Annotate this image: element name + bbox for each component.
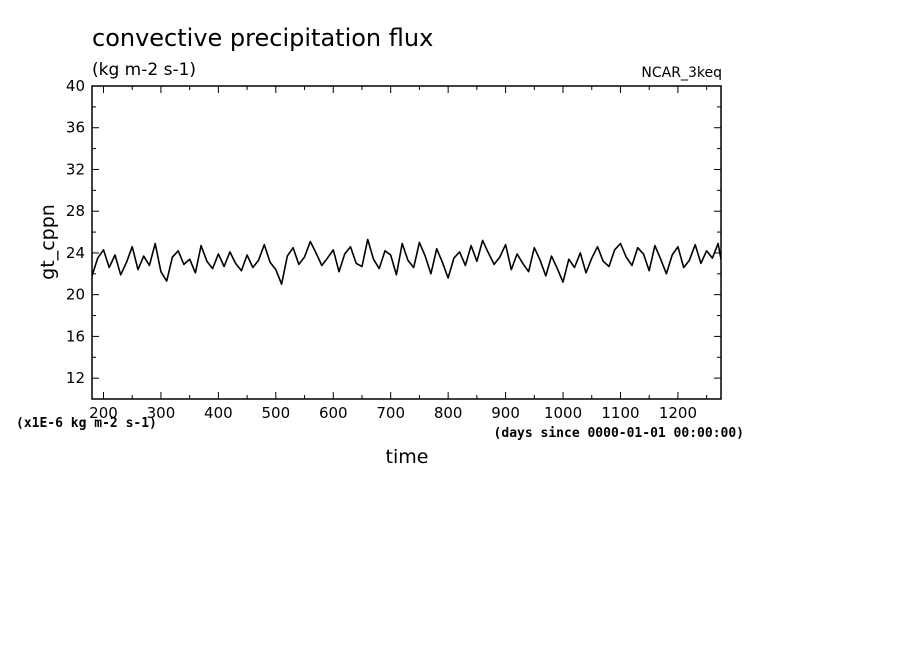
y-tick-label: 40 <box>66 77 85 95</box>
y-tick-label: 24 <box>66 244 85 262</box>
x-tick-label: 500 <box>261 404 290 422</box>
x-tick-label: 400 <box>204 404 233 422</box>
axis-tick-labels: 12 16 20 24 28 32 36 40 200 300 400 500 600 700 800 900… <box>66 77 697 422</box>
x-tick-label: 900 <box>491 404 520 422</box>
y-tick-label: 20 <box>66 286 85 304</box>
x-tick-label: 800 <box>434 404 463 422</box>
plot-frame <box>91 85 722 400</box>
x-tick-label: 1000 <box>544 404 582 422</box>
x-tick-label: 600 <box>319 404 348 422</box>
x-tick-label: 200 <box>89 404 118 422</box>
x-axis-label: time <box>386 446 429 468</box>
x-tick-label: 1200 <box>659 404 697 422</box>
y-tick-label: 16 <box>66 327 85 345</box>
series-line <box>91 238 722 285</box>
y-unit-label: (x1E-6 kg m-2 s-1) <box>16 416 157 431</box>
axis-ticks <box>92 85 721 400</box>
x-tick-label: 1100 <box>601 404 639 422</box>
x-unit-label: (days since 0000-01-01 00:00:00) <box>494 426 744 441</box>
y-axis-label: gt_cppn <box>37 204 59 280</box>
y-tick-label: 12 <box>66 369 85 387</box>
chart-subtitle: (kg m-2 s-1) <box>92 60 196 80</box>
y-tick-label: 36 <box>66 119 85 137</box>
x-tick-label: 300 <box>147 404 176 422</box>
source-label: NCAR_3keq <box>641 65 722 81</box>
x-tick-label: 700 <box>376 404 405 422</box>
chart-title: convective precipitation flux <box>92 24 433 52</box>
y-tick-label: 32 <box>66 160 85 178</box>
y-tick-label: 28 <box>66 202 85 220</box>
